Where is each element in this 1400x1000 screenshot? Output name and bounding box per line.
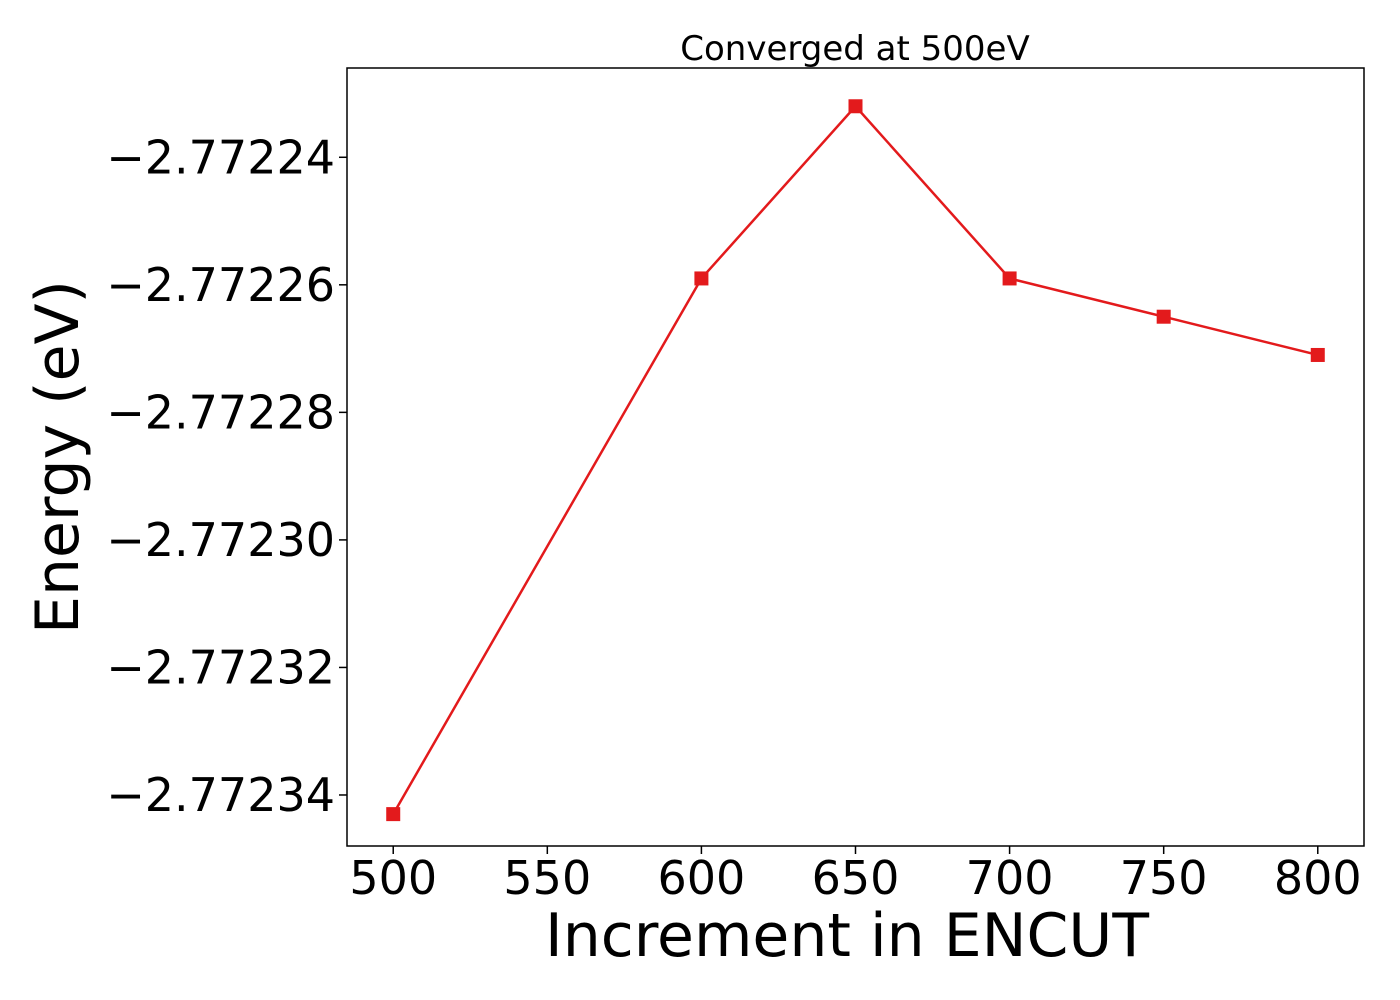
data-point-marker: [386, 807, 401, 822]
y-tick-label: −2.77232: [106, 640, 335, 694]
y-tick-label: −2.77230: [106, 513, 335, 567]
x-tick-label: 700: [966, 851, 1054, 905]
y-tick-label: −2.77234: [106, 768, 335, 822]
x-tick-label: 500: [349, 851, 437, 905]
x-tick-label: 650: [812, 851, 900, 905]
x-tick-label: 600: [658, 851, 746, 905]
series-line: [392, 105, 1319, 815]
data-point-marker: [1310, 347, 1325, 362]
x-tick-label: 800: [1274, 851, 1362, 905]
y-tick-label: −2.77226: [106, 258, 335, 312]
data-point-marker: [694, 271, 709, 286]
plot-area-frame: [346, 67, 1365, 847]
y-tick-label: −2.77224: [106, 130, 335, 184]
y-tick-label: −2.77228: [106, 385, 335, 439]
data-point-marker: [1002, 271, 1017, 286]
x-tick-label: 750: [1120, 851, 1208, 905]
data-point-marker: [848, 99, 863, 114]
x-axis-ticks: 500 550 600 650 700 750 800: [349, 846, 1362, 905]
x-axis-title: Increment in ENCUT: [545, 901, 1149, 971]
y-axis-title: Energy (eV): [23, 280, 93, 634]
y-axis-ticks: −2.77224 −2.77226 −2.77228 −2.77230 −2.77232…: [106, 130, 347, 822]
series-layer: [386, 99, 1325, 822]
x-tick-label: 550: [503, 851, 591, 905]
data-point-marker: [1156, 309, 1171, 324]
chart-title: Converged at 500eV: [680, 29, 1029, 69]
